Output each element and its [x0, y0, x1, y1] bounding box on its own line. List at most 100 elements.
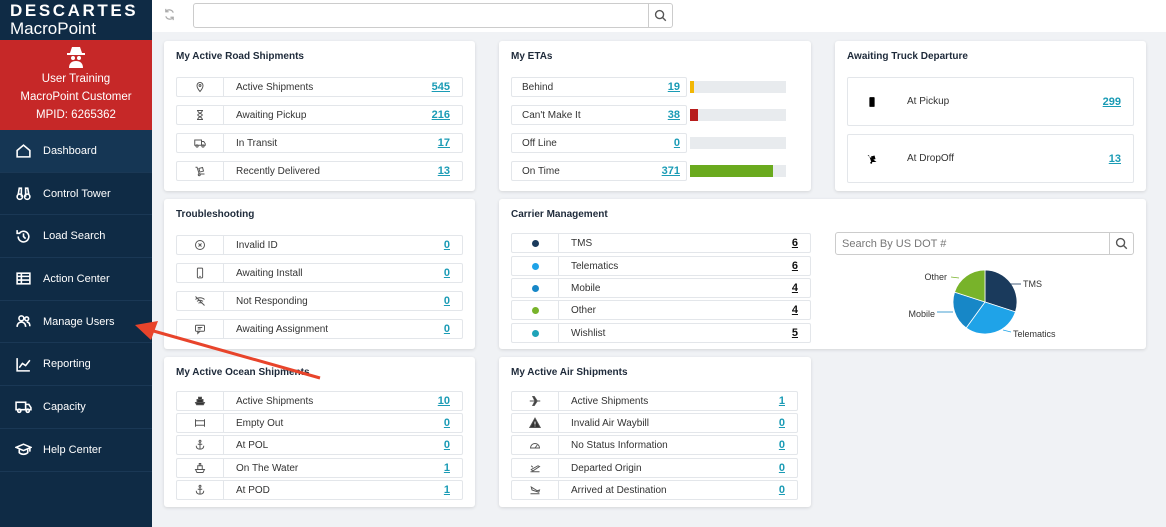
sidebar-item-control-tower[interactable]: Control Tower — [0, 173, 152, 216]
row-icon — [177, 78, 224, 96]
row-value[interactable]: 10 — [437, 395, 450, 407]
row-value[interactable]: 0 — [443, 323, 450, 335]
chat-icon — [195, 324, 205, 335]
road-row[interactable]: Recently Delivered 13 — [176, 161, 463, 181]
dot-search-button[interactable] — [1109, 233, 1133, 254]
sidebar-item-capacity[interactable]: Capacity — [0, 386, 152, 429]
refresh-icon[interactable] — [163, 8, 177, 22]
sidebar-item-label: Capacity — [43, 400, 86, 413]
ocean-row[interactable]: Active Shipments 10 — [176, 391, 463, 411]
pie-leader-line — [1002, 329, 1012, 333]
row-value[interactable]: 4 — [791, 282, 798, 294]
row-value[interactable]: 371 — [661, 165, 680, 177]
dolly-icon — [195, 166, 205, 177]
pie-slice-telematics[interactable] — [965, 301, 1016, 335]
etas-row[interactable]: Can't Make It 38 — [511, 105, 687, 125]
graduation-cap-icon — [15, 443, 32, 456]
row-value[interactable]: 0 — [778, 439, 785, 451]
truck-row[interactable]: At Pickup 299 — [847, 77, 1134, 126]
sidebar-item-reporting[interactable]: Reporting — [0, 343, 152, 387]
trouble-row[interactable]: Not Responding 0 — [176, 291, 463, 311]
row-value[interactable]: 0 — [443, 239, 450, 251]
row-label: TMS — [571, 237, 593, 249]
eta-progress-bar — [690, 137, 786, 149]
row-value[interactable]: 0 — [443, 267, 450, 279]
row-value[interactable]: 299 — [1102, 95, 1121, 108]
truck-row[interactable]: At DropOff 13 — [847, 134, 1134, 183]
row-value[interactable]: 5 — [791, 327, 798, 339]
row-value[interactable]: 0 — [443, 439, 450, 451]
pie-leader-line — [950, 276, 960, 279]
row-value[interactable]: 13 — [437, 165, 450, 177]
air-row[interactable]: Arrived at Destination 0 — [511, 480, 798, 500]
binoculars-icon — [16, 187, 31, 201]
air-row[interactable]: No Status Information 0 — [511, 435, 798, 455]
search-button[interactable] — [648, 4, 672, 27]
row-value[interactable]: 216 — [431, 109, 450, 121]
card-title: My Active Road Shipments — [176, 51, 304, 62]
sidebar-item-dashboard[interactable]: Dashboard — [0, 130, 152, 173]
air-row[interactable]: Invalid Air Waybill 0 — [511, 413, 798, 433]
sidebar-item-manage-users[interactable]: Manage Users — [0, 301, 152, 344]
row-value[interactable]: 17 — [437, 137, 450, 149]
row-icon — [848, 153, 895, 165]
descartes-logo[interactable]: DESCARTES MacroPoint — [0, 0, 152, 40]
row-value[interactable]: 0 — [778, 417, 785, 429]
row-value[interactable]: 1 — [443, 462, 450, 474]
row-value[interactable]: 4 — [791, 304, 798, 316]
trouble-row[interactable]: Awaiting Assignment 0 — [176, 319, 463, 339]
trouble-row[interactable]: Awaiting Install 0 — [176, 263, 463, 283]
row-value[interactable]: 0 — [443, 295, 450, 307]
row-value[interactable]: 19 — [667, 81, 680, 93]
ocean-row[interactable]: Empty Out 0 — [176, 413, 463, 433]
row-value[interactable]: 13 — [1108, 152, 1121, 165]
etas-row[interactable]: Off Line 0 — [511, 133, 687, 153]
air-row[interactable]: Active Shipments 1 — [511, 391, 798, 411]
search-icon — [1115, 237, 1128, 250]
us-dot-placeholder: Search By US DOT # — [842, 238, 947, 250]
row-value[interactable]: 1 — [443, 484, 450, 496]
ocean-row[interactable]: On The Water 1 — [176, 458, 463, 478]
row-value[interactable]: 0 — [443, 417, 450, 429]
trouble-row[interactable]: Invalid ID 0 — [176, 235, 463, 255]
history-icon — [16, 229, 30, 243]
row-value[interactable]: 0 — [778, 484, 785, 496]
ocean-row[interactable]: At POL 0 — [176, 435, 463, 455]
row-label: Behind — [522, 81, 554, 93]
row-icon — [177, 134, 224, 152]
row-icon — [512, 481, 559, 499]
pie-slice-mobile[interactable] — [952, 291, 986, 329]
etas-row[interactable]: On Time 371 — [511, 161, 687, 181]
ocean-row[interactable]: At POD 1 — [176, 480, 463, 500]
sidebar-nav: Dashboard Control Tower Load Search Action … — [0, 130, 152, 472]
carrier-row[interactable]: Wishlist 5 — [511, 323, 811, 343]
sidebar-item-load-search[interactable]: Load Search — [0, 215, 152, 259]
row-value[interactable]: 545 — [431, 81, 450, 93]
row-value[interactable]: 1 — [778, 395, 785, 407]
row-value[interactable]: 6 — [791, 260, 798, 272]
road-row[interactable]: Awaiting Pickup 216 — [176, 105, 463, 125]
carrier-row[interactable]: TMS 6 — [511, 233, 811, 253]
pie-slice-tms[interactable] — [984, 269, 1018, 313]
row-value[interactable]: 0 — [778, 462, 785, 474]
air-row[interactable]: Departed Origin 0 — [511, 458, 798, 478]
road-row[interactable]: Active Shipments 545 — [176, 77, 463, 97]
container-icon — [195, 419, 205, 427]
road-shipments-card: My Active Road Shipments — [164, 41, 475, 191]
sidebar: DESCARTES MacroPoint User Training Macro… — [0, 0, 152, 527]
carrier-row[interactable]: Mobile 4 — [511, 278, 811, 298]
row-label: Invalid ID — [236, 239, 278, 251]
pie-slice-other[interactable] — [954, 269, 986, 303]
road-row[interactable]: In Transit 17 — [176, 133, 463, 153]
etas-row[interactable]: Behind 19 — [511, 77, 687, 97]
row-value[interactable]: 6 — [791, 237, 798, 249]
row-value[interactable]: 0 — [673, 137, 680, 149]
search-input[interactable] — [193, 3, 673, 28]
row-value[interactable]: 38 — [667, 109, 680, 121]
sidebar-item-help-center[interactable]: Help Center — [0, 429, 152, 472]
us-dot-search-input[interactable]: Search By US DOT # — [835, 232, 1134, 255]
carrier-row[interactable]: Telematics 6 — [511, 256, 811, 276]
card-title: Carrier Management — [511, 209, 608, 220]
sidebar-item-action-center[interactable]: Action Center — [0, 258, 152, 301]
carrier-row[interactable]: Other 4 — [511, 300, 811, 320]
